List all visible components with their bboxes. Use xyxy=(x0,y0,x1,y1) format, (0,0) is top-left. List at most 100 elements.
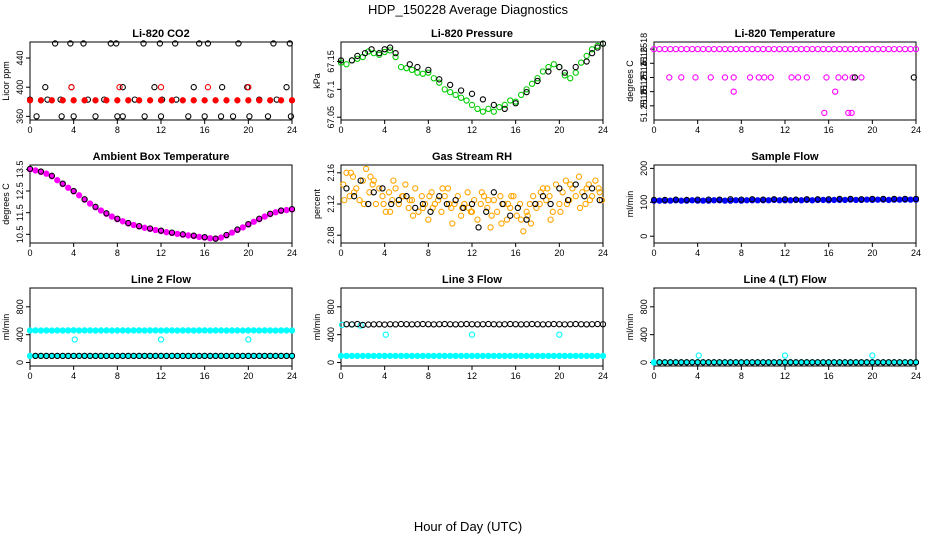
panel-5-series-1-point xyxy=(557,208,564,215)
panel-5-series-1-point xyxy=(418,193,425,200)
panel-8-series-3-point xyxy=(588,321,596,328)
panel-4-xtick-label: 8 xyxy=(115,248,120,258)
panel-5-title: Gas Stream RH xyxy=(432,151,512,163)
panel-6-series-2-point xyxy=(683,196,690,204)
panel-5-xtick-label: 0 xyxy=(338,248,343,258)
panel-5-series-1-point xyxy=(543,196,550,204)
panel-8-series-1-point xyxy=(408,352,416,360)
panel-8-series-2-point xyxy=(468,331,476,338)
panel-1-xtick-label: 0 xyxy=(27,125,32,135)
panel-5-series-1-point xyxy=(546,193,553,200)
panel-6-xtick-label: 4 xyxy=(695,248,700,258)
panel-3-series-1-point xyxy=(885,45,892,53)
panel-4-points xyxy=(27,165,295,242)
panel-2-series-2-point xyxy=(436,76,443,83)
panel-5-series-1-point xyxy=(389,196,396,204)
panel-8-series-1-point xyxy=(599,352,606,360)
panel-4-series-1-point xyxy=(108,213,116,220)
panel-7-series-4-point xyxy=(288,352,295,360)
panel-2-series-1-point xyxy=(550,61,558,68)
panel-3-series-1-point xyxy=(825,45,832,53)
panel-3-series-1-point xyxy=(683,45,690,53)
panel-8-series-1-point xyxy=(561,352,568,360)
panel-1-series-2-point xyxy=(151,84,158,91)
panel-3-series-1-point xyxy=(732,45,740,53)
panel-8-series-2-point xyxy=(382,331,389,338)
panel-1-xtick-label: 12 xyxy=(156,125,166,135)
panel-2-xtick-label: 12 xyxy=(467,125,477,135)
panel-5-series-1-point xyxy=(419,204,427,212)
panel-1-series-3-point xyxy=(287,113,295,120)
panel-6-series-1-point xyxy=(689,197,696,204)
panel-3-series-1-point xyxy=(858,45,865,53)
panel-1-series-1-point xyxy=(140,40,147,47)
panel-2-series-1-point xyxy=(490,108,497,115)
panel-7-series-1-point xyxy=(119,327,126,334)
panel-2-series-2-point xyxy=(447,81,454,89)
panel-3-plot-frame xyxy=(653,41,917,121)
panel-1-series-1-point xyxy=(113,40,120,47)
panel-7-points xyxy=(27,327,295,360)
panel-3-series-1-point xyxy=(776,45,783,53)
panel-6-series-2-point xyxy=(836,195,843,203)
panel-2-series-1-point xyxy=(517,91,525,99)
panel-5-series-2-point xyxy=(596,196,603,204)
panel-1-series-4-point xyxy=(70,97,77,104)
panel-3-title: Li-820 Temperature xyxy=(735,28,836,40)
panel-8-series-3-point xyxy=(561,321,568,328)
panel-6-series-1-point xyxy=(885,196,892,204)
panel-2-series-1-point xyxy=(441,86,448,93)
panel-3-series-2-point xyxy=(746,74,754,81)
panel-2-series-2-point xyxy=(457,87,465,94)
panel-2-series-2-point xyxy=(348,57,356,64)
panel-6-series-1-point xyxy=(841,196,849,204)
panel-5-series-1-point xyxy=(343,169,350,176)
panel-8-series-1-point xyxy=(392,352,399,360)
panel-8-series-3-point xyxy=(572,320,579,328)
panel-4-series-2-point xyxy=(190,232,197,239)
panel-5-series-2-point xyxy=(460,204,467,212)
panel-3-series-1-point xyxy=(699,45,707,53)
panel-2-series-2-point xyxy=(501,105,508,113)
panel-7-xtick-label: 16 xyxy=(200,371,210,381)
panel-2-series-2-point xyxy=(354,52,361,60)
panel-6-series-2-point xyxy=(694,196,701,203)
panel-1-series-1-point xyxy=(156,40,164,47)
panel-5-series-2-point xyxy=(556,185,563,192)
panel-3-series-2-point xyxy=(794,74,802,81)
panel-2: Li-820 Pressure kPa 0 4 8 12 16 20 24 67.05 67.1 67… xyxy=(312,28,608,135)
panel-5-series-1-point xyxy=(517,216,525,223)
panel-5-series-2-point xyxy=(572,181,579,188)
panel-5-series-1-point xyxy=(468,208,476,215)
panel-8-series-1-point xyxy=(578,352,585,360)
panel-3-series-3-point xyxy=(730,88,737,95)
panel-3-series-1-point xyxy=(689,45,696,53)
panel-8-xtick-label: 12 xyxy=(467,371,477,381)
panel-8-series-1-point xyxy=(517,352,525,360)
panel-7-series-1-point xyxy=(185,327,192,334)
panel-2-ylabel: kPa xyxy=(312,73,322,89)
panel-8-series-1-point xyxy=(370,352,377,360)
panel-4-series-1-point xyxy=(75,192,83,199)
panel-8-series-3-point xyxy=(430,321,437,328)
panel-8-series-3-point xyxy=(463,320,470,328)
panel-3-points xyxy=(651,45,919,117)
panel-5-series-2-point xyxy=(564,196,572,204)
panel-5-series-1-point xyxy=(386,208,394,215)
panel-4-series-2-point xyxy=(103,210,110,217)
panel-8-series-1-point xyxy=(441,352,448,360)
panel-9-plot-frame xyxy=(653,287,917,367)
panel-2-series-2-point xyxy=(588,49,596,57)
panel-7-series-1-point xyxy=(163,327,170,334)
panel-8-series-3-point xyxy=(578,321,585,328)
panel-1-series-3-point xyxy=(229,113,237,120)
panel-1-series-3-point xyxy=(119,113,126,120)
panel-4-series-1-point xyxy=(239,224,247,231)
panel-5-series-1-point xyxy=(359,177,366,184)
panel-5-series-2-point xyxy=(452,196,459,204)
panel-6-series-1-point xyxy=(732,197,740,204)
panel-5-series-1-point xyxy=(435,196,442,204)
panel-7-xtick-label: 24 xyxy=(287,371,297,381)
panel-6-series-1-point xyxy=(721,197,729,204)
panel-1-series-4-point xyxy=(223,97,230,104)
